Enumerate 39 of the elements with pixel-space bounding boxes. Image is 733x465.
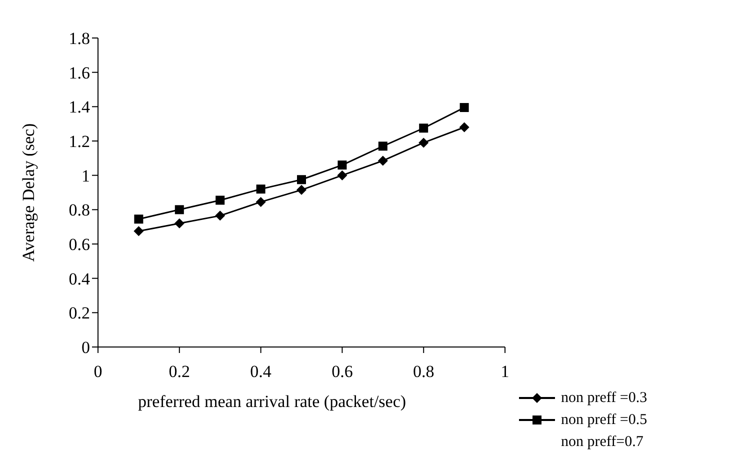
point <box>134 214 144 224</box>
point <box>418 138 429 148</box>
point <box>378 156 388 166</box>
legend-label: non preff =0.3 <box>561 390 648 406</box>
y-tick-label: 0 <box>82 338 90 358</box>
x-tick-label: 0.2 <box>168 362 190 382</box>
x-tick-label: 0.8 <box>412 362 434 382</box>
y-tick-label: 0.8 <box>68 200 90 220</box>
legend-label: non preff =0.5 <box>561 412 648 428</box>
point <box>297 175 306 184</box>
point <box>378 142 388 151</box>
y-axis-title: Average Delay (sec) <box>19 123 38 262</box>
legend-label: non preff=0.7 <box>561 434 644 450</box>
point <box>174 205 184 214</box>
point <box>256 196 266 207</box>
point <box>460 103 469 112</box>
point <box>134 226 144 236</box>
y-tick-label: 0.6 <box>68 235 90 254</box>
x-axis-title: preferred mean arrival rate (packet/sec) <box>138 392 406 411</box>
y-tick-label: 1.2 <box>68 132 90 152</box>
y-tick-label: 1.6 <box>68 63 90 82</box>
point <box>174 218 184 228</box>
y-tick-label: 1 <box>82 166 90 186</box>
x-tick-label: 1 <box>500 362 510 382</box>
x-tick-label: 0 <box>94 362 102 382</box>
point <box>338 160 347 170</box>
point <box>215 210 226 221</box>
y-tick-label: 1.4 <box>68 98 90 117</box>
point <box>459 122 470 132</box>
point <box>296 184 306 195</box>
y-tick-label: 0.2 <box>68 304 90 323</box>
point <box>256 184 266 194</box>
x-tick-label: 0.4 <box>250 362 272 382</box>
y-tick-label: 1.8 <box>68 29 90 48</box>
x-tick-label: 0.6 <box>332 362 353 382</box>
point <box>419 124 428 133</box>
y-tick-label: 0.4 <box>68 269 90 288</box>
point <box>337 170 348 180</box>
point <box>216 196 225 205</box>
